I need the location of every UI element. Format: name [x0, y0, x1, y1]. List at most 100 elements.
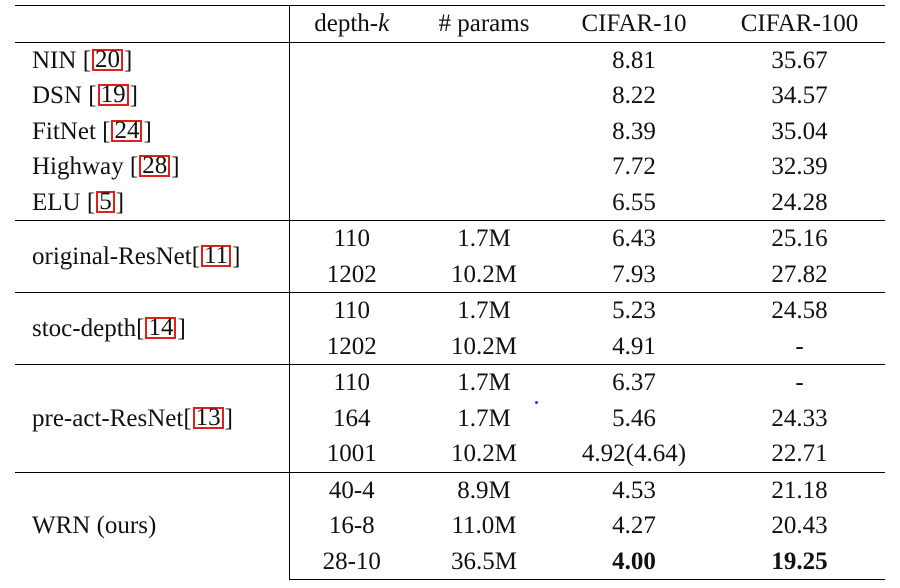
cifar100-cell: 35.04	[771, 117, 828, 145]
depth-cell: 110	[289, 292, 414, 329]
depth-cell	[289, 185, 414, 221]
cifar100-cell: 21.18	[714, 471, 885, 508]
params-cell: 1.7M	[457, 404, 511, 432]
cifar100-cell: 34.57	[771, 82, 828, 109]
params-cell	[414, 78, 554, 114]
cifar10-cell: 4.53	[554, 471, 714, 508]
depth-cell: 110	[289, 364, 414, 401]
cifar10-cell: 8.81	[612, 46, 656, 74]
table-row: FitNet [24] 8.39 35.04	[15, 113, 885, 150]
params-cell: 10.2M	[451, 260, 517, 288]
cifar100-cell: -	[714, 364, 885, 401]
params-header: # params	[414, 5, 554, 43]
cifar100-cell: 24.28	[771, 188, 828, 216]
table-row: 16-8 11.0M 4.27 20.43	[15, 508, 885, 544]
method-header	[15, 5, 290, 43]
table-row: 28-10 36.5M 4.00 19.25	[15, 543, 885, 580]
params-cell: 10.2M	[451, 440, 517, 467]
depth-header: depth-k	[289, 5, 414, 43]
params-cell: 36.5M	[414, 543, 554, 580]
table-row: 1001 10.2M 4.92(4.64) 22.71	[15, 436, 885, 472]
method-cell: original-ResNet[11]	[15, 220, 290, 293]
cifar100-cell: -	[795, 332, 804, 360]
table-row: 1202 10.2M 4.91 -	[15, 329, 885, 365]
citation-ref: 13	[192, 405, 224, 430]
params-cell	[414, 149, 554, 185]
depth-cell	[289, 114, 414, 150]
table-row: 1202 10.2M 7.93 27.82	[15, 257, 885, 293]
depth-cell: 1202	[326, 332, 377, 360]
method-cell: WRN (ours)	[15, 471, 290, 580]
params-cell: 1.7M	[414, 292, 554, 329]
params-cell: 11.0M	[451, 512, 517, 539]
cifar10-cell: 4.91	[612, 332, 656, 360]
depth-cell	[289, 78, 414, 114]
best-cifar100-cell: 19.25	[714, 543, 885, 580]
cifar10-header: CIFAR-10	[554, 5, 714, 43]
cifar100-cell: 35.67	[771, 46, 828, 74]
cifar10-cell: 7.93	[612, 260, 656, 288]
citation-ref: 19	[97, 82, 129, 107]
depth-cell: 28-10	[289, 543, 414, 580]
results-table: depth-k # params CIFAR-10 CIFAR-100 NIN …	[15, 5, 885, 580]
cifar10-cell: 6.37	[554, 364, 714, 401]
params-cell	[414, 185, 554, 221]
cifar100-cell: 25.16	[714, 220, 885, 257]
citation-ref: 24	[111, 118, 143, 143]
depth-cell	[289, 42, 414, 78]
header-row: depth-k # params CIFAR-10 CIFAR-100	[15, 5, 885, 43]
cifar10-cell: 8.39	[612, 117, 656, 145]
citation-ref: 20	[92, 47, 124, 72]
params-cell: 8.9M	[414, 471, 554, 508]
cifar100-cell: 27.82	[771, 260, 828, 288]
table-row: DSN [19] 8.22 34.57	[15, 78, 885, 114]
table-row: WRN (ours) 40-4 8.9M 4.53 21.18	[15, 471, 885, 580]
params-cell	[414, 42, 554, 78]
cifar10-cell: 4.27	[612, 512, 656, 539]
depth-cell: 110	[289, 220, 414, 257]
cifar100-cell: 22.71	[771, 440, 828, 467]
cifar100-cell: 20.43	[771, 512, 828, 539]
params-cell: 1.7M	[414, 220, 554, 257]
depth-cell: 40-4	[289, 471, 414, 508]
citation-ref: 28	[139, 153, 171, 178]
table-row: Highway [28] 7.72 32.39	[15, 149, 885, 185]
cifar100-cell: 24.58	[714, 292, 885, 329]
cifar10-cell: 5.23	[554, 292, 714, 329]
method-cell: NIN [20]	[15, 42, 290, 78]
params-cell: 10.2M	[451, 332, 517, 360]
depth-cell: 16-8	[328, 512, 375, 539]
table-row: ELU [5] 6.55 24.28	[15, 184, 885, 221]
cifar100-cell: 24.33	[771, 404, 828, 432]
method-cell: Highway [28]	[15, 149, 290, 185]
method-cell: DSN [19]	[15, 78, 290, 114]
params-cell: 1.7M	[414, 364, 554, 401]
table-row: 164 1.7M 5.46 24.33	[15, 401, 885, 437]
cifar10-cell: 8.22	[612, 82, 656, 109]
stray-dot	[535, 401, 538, 404]
method-cell: FitNet [24]	[15, 113, 290, 149]
citation-ref: 11	[201, 243, 232, 268]
cifar10-cell: 6.43	[554, 220, 714, 257]
table-row: original-ResNet[11] 110 1.7M 6.43 25.16	[15, 220, 885, 293]
method-cell: pre-act-ResNet[13]	[15, 364, 290, 472]
table-row: NIN [20] 8.81 35.67	[15, 42, 885, 78]
best-cifar10-cell: 4.00	[554, 543, 714, 580]
cifar10-cell: 7.72	[612, 153, 656, 180]
depth-cell: 1202	[326, 260, 377, 288]
cifar10-cell: 4.92(4.64)	[581, 440, 687, 467]
depth-cell: 1001	[326, 440, 377, 467]
method-cell: ELU [5]	[15, 184, 290, 221]
citation-ref: 5	[96, 189, 115, 214]
citation-ref: 14	[145, 315, 177, 340]
method-cell: stoc-depth[14]	[15, 292, 290, 365]
depth-cell: 164	[333, 404, 371, 432]
depth-cell	[289, 149, 414, 185]
table-row: pre-act-ResNet[13] 110 1.7M 6.37 -	[15, 364, 885, 472]
cifar10-cell: 6.55	[612, 188, 656, 216]
cifar100-header: CIFAR-100	[714, 5, 885, 43]
table-row: stoc-depth[14] 110 1.7M 5.23 24.58	[15, 292, 885, 365]
params-cell	[414, 114, 554, 150]
cifar100-cell: 32.39	[771, 153, 828, 180]
cifar10-cell: 5.46	[612, 404, 656, 432]
